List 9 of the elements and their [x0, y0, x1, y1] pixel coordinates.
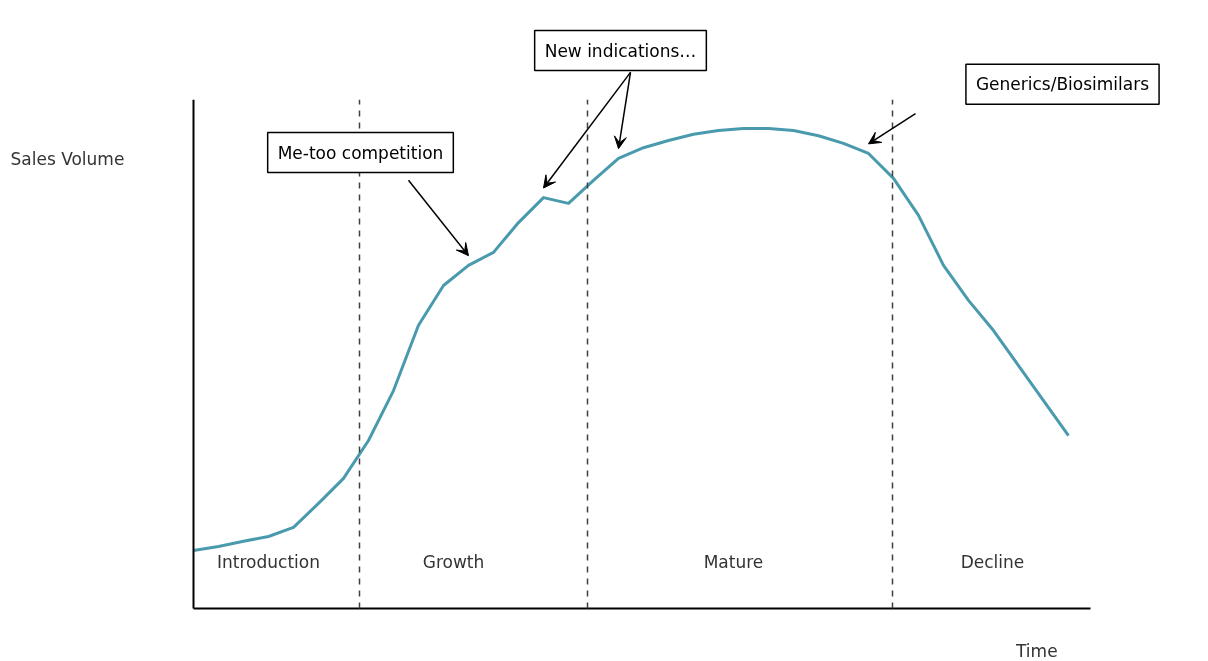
annotation: Introduction [217, 552, 320, 573]
text: New indications… [544, 40, 697, 61]
annotation: Me-too competition [277, 142, 444, 163]
text: Generics/Biosimilars [975, 74, 1150, 95]
x-axis-title: Time [1015, 640, 1058, 661]
annotation: Mature [703, 552, 764, 573]
y-axis-title: Sales Volume [10, 148, 125, 169]
annotation: Decline [960, 552, 1025, 573]
annotation: Growth [422, 552, 485, 573]
